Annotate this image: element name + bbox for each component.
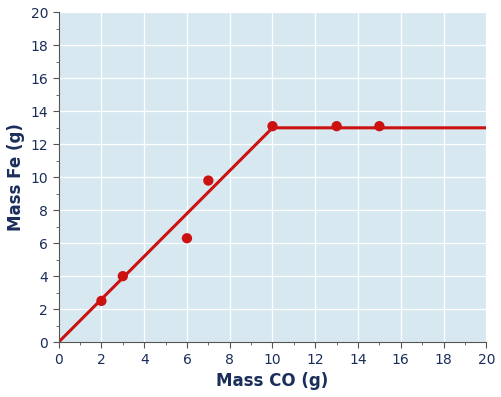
Point [375,123,383,129]
X-axis label: Mass CO (g): Mass CO (g) [216,372,328,390]
Point [332,123,340,129]
Point [268,123,276,129]
Y-axis label: Mass Fe (g): Mass Fe (g) [7,123,25,231]
Point [97,298,105,304]
Point [119,273,127,279]
Point [204,177,212,184]
Point [182,235,190,241]
